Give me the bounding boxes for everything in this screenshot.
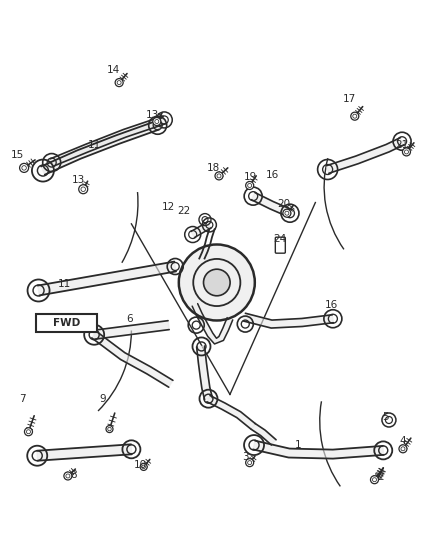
Circle shape [204, 269, 230, 296]
Polygon shape [251, 192, 292, 217]
Text: 14: 14 [106, 66, 120, 75]
Text: 12: 12 [162, 202, 175, 212]
Circle shape [403, 148, 410, 156]
Text: 11: 11 [88, 140, 101, 150]
Text: 15: 15 [11, 150, 24, 159]
Text: 16: 16 [266, 170, 279, 180]
Text: 11: 11 [58, 279, 71, 288]
Circle shape [20, 164, 28, 172]
Polygon shape [251, 424, 276, 445]
Text: 1: 1 [294, 440, 301, 450]
Circle shape [215, 172, 223, 180]
FancyBboxPatch shape [36, 314, 97, 332]
Circle shape [115, 78, 123, 87]
Circle shape [140, 463, 147, 471]
Polygon shape [244, 313, 333, 328]
Polygon shape [92, 332, 173, 387]
Circle shape [246, 458, 254, 467]
Text: 21: 21 [396, 140, 409, 150]
Text: 13: 13 [146, 110, 159, 119]
Text: 10: 10 [134, 461, 147, 470]
Circle shape [371, 475, 378, 484]
Polygon shape [192, 304, 233, 344]
Text: 24: 24 [273, 234, 286, 244]
Circle shape [179, 245, 255, 320]
Text: 20: 20 [277, 199, 290, 208]
Text: FWD: FWD [53, 318, 80, 328]
Text: 5: 5 [382, 412, 389, 422]
Text: 19: 19 [244, 172, 257, 182]
Text: 4: 4 [399, 437, 406, 446]
Polygon shape [207, 395, 255, 429]
Polygon shape [50, 116, 166, 166]
Polygon shape [38, 262, 176, 295]
Circle shape [106, 425, 113, 433]
Polygon shape [37, 445, 132, 461]
Text: 13: 13 [71, 175, 85, 185]
Text: 16: 16 [325, 300, 338, 310]
Text: 3: 3 [242, 453, 249, 462]
Text: 17: 17 [343, 94, 356, 103]
Text: 2: 2 [378, 472, 385, 482]
Circle shape [79, 185, 88, 193]
Polygon shape [197, 346, 212, 400]
Polygon shape [191, 222, 211, 238]
Circle shape [283, 209, 291, 217]
Polygon shape [94, 321, 169, 339]
Circle shape [351, 112, 359, 120]
FancyBboxPatch shape [276, 237, 285, 253]
Text: 9: 9 [99, 394, 106, 403]
Text: 7: 7 [19, 394, 26, 403]
Circle shape [153, 117, 161, 126]
Text: 22: 22 [177, 206, 191, 215]
Text: 6: 6 [126, 314, 133, 324]
Circle shape [25, 427, 32, 436]
Text: 8: 8 [70, 471, 77, 480]
Circle shape [64, 472, 72, 480]
Polygon shape [253, 441, 384, 458]
Polygon shape [41, 121, 159, 175]
Polygon shape [326, 138, 404, 173]
Text: 18: 18 [207, 163, 220, 173]
Circle shape [246, 181, 254, 190]
Circle shape [399, 445, 407, 453]
